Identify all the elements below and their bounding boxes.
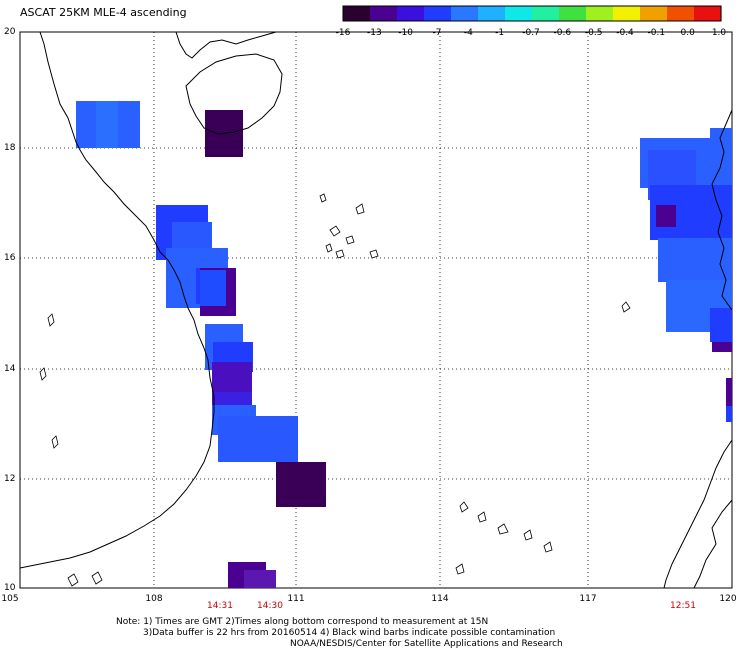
- colorbar-swatch: [451, 6, 479, 21]
- data-cell: [710, 308, 732, 342]
- note-line-1: Note: 1) Times are GMT 2)Times along bot…: [116, 617, 489, 627]
- colorbar-swatch: [370, 6, 398, 21]
- lon-label: 114: [431, 594, 449, 604]
- colorbar-tick-label: -0.7: [522, 28, 540, 38]
- colorbar-tick-label: -16: [335, 28, 351, 38]
- colorbar-tick-label: 1.0: [711, 28, 727, 38]
- data-cell: [712, 342, 732, 352]
- colorbar-tick-label: -1: [495, 28, 505, 38]
- lon-label: 120: [719, 594, 737, 604]
- colorbar-swatch: [532, 6, 560, 21]
- colorbar-tick-label: -7: [432, 28, 442, 38]
- lon-label: 108: [145, 594, 163, 604]
- lat-label: 14: [4, 364, 16, 374]
- colorbar-tick-label: -13: [366, 28, 382, 38]
- data-cell: [276, 462, 326, 507]
- colorbar-border: [342, 5, 722, 22]
- map-title: ASCAT 25KM MLE-4 ascending: [20, 6, 187, 19]
- pass-time-label: 14:30: [257, 601, 283, 611]
- lat-label: 18: [4, 143, 16, 153]
- colorbar-tick-label: -4: [463, 28, 473, 38]
- data-cell: [658, 238, 732, 282]
- data-cell: [96, 101, 118, 148]
- data-cell: [218, 416, 298, 462]
- data-cell: [726, 406, 732, 422]
- colorbar-tick-label: -0.4: [616, 28, 634, 38]
- colorbar-swatch: [343, 6, 371, 21]
- colorbar-swatch: [667, 6, 695, 21]
- colorbar-tick-label: -0.1: [647, 28, 666, 38]
- islands: [39, 193, 631, 587]
- lon-label: 111: [287, 594, 305, 604]
- lat-label: 20: [4, 27, 16, 37]
- lat-label: 12: [4, 474, 16, 484]
- coastlines: [19, 31, 733, 589]
- colorbar-tick-label: 0.0: [680, 28, 695, 38]
- lon-label: 105: [1, 594, 19, 604]
- colorbar-swatch: [478, 6, 506, 21]
- colorbar-swatch: [586, 6, 614, 21]
- colorbar-tick-label: -0.6: [553, 28, 572, 38]
- data-cell: [200, 270, 226, 306]
- data-cell: [726, 378, 732, 406]
- colorbar-swatch: [424, 6, 452, 21]
- lon-gridlines: [153, 32, 589, 588]
- colorbar-tick-label: -10: [398, 28, 414, 38]
- pass-time-label: 14:31: [207, 601, 233, 611]
- colorbar-swatch: [559, 6, 587, 21]
- note-line-2: 3)Data buffer is 22 hrs from 20160514 4)…: [143, 628, 556, 638]
- wind-data-cells: [76, 101, 732, 588]
- lat-label: 16: [4, 253, 16, 263]
- colorbar-swatch: [694, 6, 722, 21]
- pass-time-label: 12:51: [670, 601, 696, 611]
- lat-gridlines: [20, 147, 732, 480]
- data-cell: [244, 570, 276, 588]
- colorbar-swatch: [397, 6, 425, 21]
- note-line-3: NOAA/NESDIS/Center for Satellite Applica…: [290, 639, 563, 649]
- lat-label: 10: [4, 583, 16, 593]
- colorbar-swatch: [613, 6, 641, 21]
- colorbar: [342, 5, 722, 22]
- colorbar-tick-label: -0.5: [584, 28, 603, 38]
- colorbar-swatch: [640, 6, 668, 21]
- data-cell: [656, 205, 676, 227]
- lon-label: 117: [579, 594, 597, 604]
- colorbar-swatch: [505, 6, 533, 21]
